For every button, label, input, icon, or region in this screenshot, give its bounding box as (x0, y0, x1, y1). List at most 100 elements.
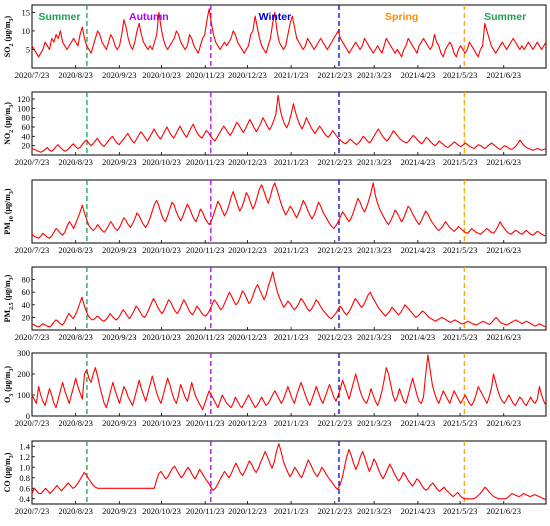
y-tick-label: 80 (22, 275, 31, 285)
x-tick-label: 2021/2/23 (318, 70, 352, 80)
x-tick-label: 2020/7/23 (15, 70, 49, 80)
y-axis-label: SO2 (μg/m3) (3, 15, 15, 57)
x-tick-label: 2020/10/23 (142, 506, 181, 516)
y-label-sub: 10 (9, 216, 15, 222)
x-tick-label: 2021/2/23 (318, 506, 352, 516)
y-tick-label: 0.6 (19, 483, 30, 493)
y-tick-label: 300 (17, 348, 30, 358)
x-tick-label: 2020/11/23 (186, 70, 224, 80)
y-tick-label: 200 (17, 369, 30, 379)
x-tick-label: 2020/9/23 (102, 418, 136, 428)
y-label-close: ) (3, 188, 12, 191)
y-tick-label: 60 (22, 122, 31, 132)
x-tick-label: 2021/3/23 (357, 506, 391, 516)
x-tick-label: 2021/3/23 (357, 157, 391, 167)
y-label-main: SO (3, 47, 12, 58)
y-label-close: ) (3, 452, 12, 455)
x-tick-label: 2021/4/23 (401, 332, 435, 342)
x-tick-label: 2021/1/23 (274, 157, 308, 167)
series-line-pm10 (31, 182, 547, 239)
x-tick-label: 2021/1/23 (274, 70, 308, 80)
x-tick-label: 2020/12/23 (228, 157, 267, 167)
panel-frame (31, 4, 547, 69)
season-label: Autumn (129, 11, 169, 23)
y-label-unit: (μg/m (3, 458, 12, 480)
y-label-close: ) (3, 366, 12, 369)
x-tick-label: 2021/6/23 (487, 245, 521, 255)
x-tick-label: 2020/9/23 (102, 70, 136, 80)
x-tick-label: 2020/8/23 (58, 332, 92, 342)
y-tick-label: 1.4 (19, 441, 30, 451)
y-tick-label: 100 (17, 390, 30, 400)
x-tick-label: 2021/4/23 (401, 157, 435, 167)
y-label-main: CO (3, 480, 12, 492)
x-tick-label: 2021/2/23 (318, 157, 352, 167)
season-label: Summer (484, 11, 526, 23)
y-tick-label: 0.4 (19, 494, 30, 504)
x-tick-label: 2020/11/23 (186, 332, 224, 342)
x-tick-label: 2020/7/23 (15, 418, 49, 428)
x-tick-label: 2020/10/23 (142, 245, 181, 255)
x-tick-label: 2020/8/23 (58, 157, 92, 167)
y-label-sub: 2.5 (9, 302, 15, 310)
y-tick-label: 40 (22, 131, 31, 141)
season-label: Winter (259, 11, 292, 23)
series-line-o3 (31, 354, 547, 411)
y-tick-label: 5 (26, 44, 30, 54)
x-tick-label: 2020/10/23 (142, 332, 181, 342)
x-tick-label: 2020/9/23 (102, 506, 136, 516)
y-tick-label: 0 (26, 411, 30, 421)
x-tick-label: 2020/12/23 (228, 245, 267, 255)
panel-frame (31, 440, 547, 505)
y-label-unit-sub: 3 (9, 105, 15, 108)
panel-pm10: PM10 (μg/m3)2020/7/23 2020/8/23 2020/9/23 2… (3, 179, 547, 255)
y-label-main: O (3, 397, 12, 403)
x-tick-label: 2020/10/23 (142, 70, 181, 80)
y-label-close: ) (3, 15, 12, 18)
y-label-unit: (μg/m (3, 280, 12, 302)
x-tick-label: 2020/7/23 (15, 506, 49, 516)
y-tick-label: 100 (17, 103, 30, 113)
x-tick-label: 2020/8/23 (58, 506, 92, 516)
panel-co: 0.40.60.81.01.21.4 CO (μg/m3) 2020/7/23 202… (3, 440, 547, 516)
y-label-sub: 3 (9, 394, 15, 397)
x-tick-label: 2020/7/23 (15, 157, 49, 167)
x-tick-label: 2020/7/23 (15, 332, 49, 342)
y-tick-label: 40 (22, 300, 31, 310)
x-tick-label: 2021/3/23 (357, 70, 391, 80)
y-tick-label: 1.0 (19, 462, 30, 472)
x-tick-label: 2020/8/23 (58, 70, 92, 80)
x-tick-label: 2021/1/23 (274, 245, 308, 255)
x-tick-label: 2020/11/23 (186, 506, 224, 516)
x-tick-label: 2021/1/23 (274, 332, 308, 342)
y-label-unit: (μg/m (3, 371, 12, 393)
x-tick-label: 2020/12/23 (228, 418, 267, 428)
x-tick-label: 2021/2/23 (318, 245, 352, 255)
series-line-no2 (31, 94, 547, 153)
x-tick-label: 2020/8/23 (58, 418, 92, 428)
x-tick-label: 2021/5/23 (443, 70, 477, 80)
panel-frame (31, 266, 547, 331)
y-axis-label: PM10 (μg/m3) (3, 188, 15, 235)
y-tick-label: 20 (22, 141, 31, 151)
y-axis-label: NO2 (μg/m3) (3, 102, 15, 145)
x-tick-label: 2020/10/23 (142, 157, 181, 167)
y-label-unit-sub: 3 (9, 455, 15, 458)
series-line-so2 (31, 8, 547, 58)
y-label-unit: (μg/m (3, 107, 12, 129)
x-tick-label: 2021/2/23 (318, 332, 352, 342)
x-tick-label: 2021/3/23 (357, 418, 391, 428)
y-label-main: PM (3, 309, 12, 322)
x-tick-label: 2021/6/23 (487, 157, 521, 167)
season-label: Summer (38, 11, 80, 23)
series-line-co (31, 443, 547, 501)
y-label-main: PM (3, 222, 12, 235)
x-tick-label: 2020/9/23 (102, 157, 136, 167)
x-tick-label: 2021/5/23 (443, 418, 477, 428)
x-tick-label: 2021/4/23 (401, 418, 435, 428)
